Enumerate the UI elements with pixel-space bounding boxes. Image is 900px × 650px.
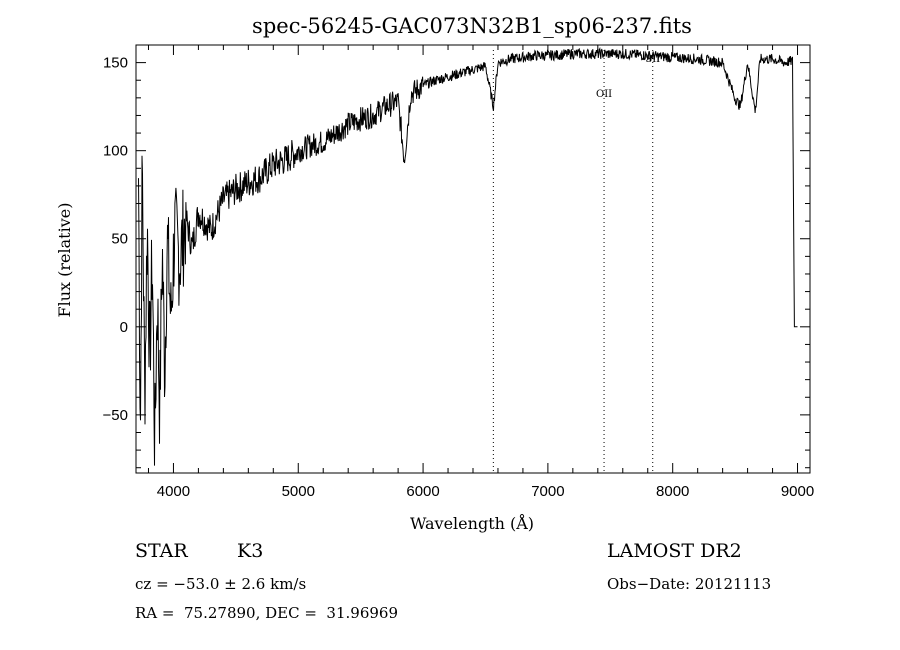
survey-name: LAMOST DR2 [607,540,742,562]
spectrum-line [138,47,798,466]
y-tick-label: 0 [120,319,128,336]
x-tick-label: 5000 [282,483,315,500]
y-tick-label: −50 [103,407,128,424]
x-tick-label: 9000 [781,483,814,500]
x-tick-label: 7000 [531,483,564,500]
chart-title: spec-56245-GAC073N32B1_sp06-237.fits [252,14,692,38]
line-marker-label: SII [645,54,660,65]
y-tick-label: 150 [103,55,128,72]
x-tick-label: 4000 [157,483,190,500]
object-subclass: K3 [237,540,264,562]
y-tick-label: 100 [103,143,128,160]
observation-date: Obs−Date: 20121113 [607,575,772,593]
y-axis-label: Flux (relative) [55,203,74,318]
y-tick-label: 50 [111,231,128,248]
redshift-cz: cz = −53.0 ± 2.6 km/s [135,575,307,593]
x-tick-label: 8000 [656,483,689,500]
x-tick-label: 6000 [406,483,439,500]
ra-dec-coordinates: RA = 75.27890, DEC = 31.96969 [135,604,399,622]
plot-frame [135,44,811,474]
plot-area: 4000 5000 6000 7000 8000 9000 −50 0 50 100 150 OII S… [103,44,814,500]
x-axis-label: Wavelength (Å) [410,513,534,533]
line-marker-label: OII [596,89,612,100]
object-class: STAR [135,540,188,562]
